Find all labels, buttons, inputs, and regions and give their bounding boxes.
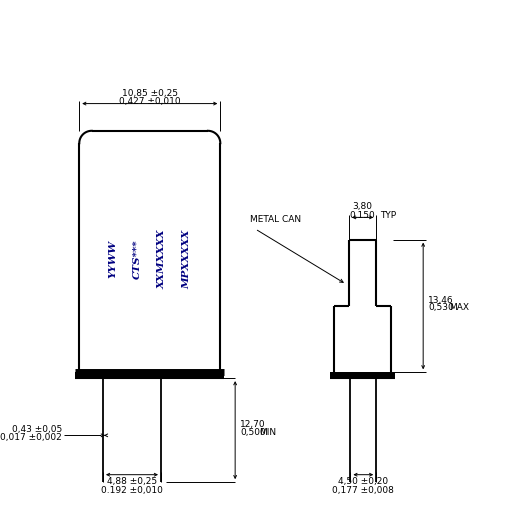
- Bar: [330, 372, 395, 378]
- Text: 4,88 ±0,25: 4,88 ±0,25: [107, 477, 157, 486]
- Text: 12,70: 12,70: [240, 420, 266, 429]
- Text: 0,150: 0,150: [350, 211, 376, 220]
- Text: 0.192 ±0,010: 0.192 ±0,010: [101, 486, 163, 495]
- Bar: [75, 372, 224, 378]
- Text: XXMXXXX: XXMXXXX: [158, 230, 167, 289]
- Text: MAX: MAX: [449, 303, 469, 313]
- Text: YYWW: YYWW: [108, 240, 117, 278]
- Text: 0,017 ±0,002: 0,017 ±0,002: [0, 433, 62, 442]
- Text: 4,50 ±0,20: 4,50 ±0,20: [338, 477, 388, 486]
- Text: 0,43 ±0,05: 0,43 ±0,05: [12, 425, 62, 434]
- Text: 0,530: 0,530: [428, 303, 454, 313]
- Text: MIN: MIN: [259, 428, 276, 437]
- Text: 10,85 ±0,25: 10,85 ±0,25: [122, 89, 178, 98]
- Text: 0,500: 0,500: [240, 428, 266, 437]
- Text: 0,427 ±0,010: 0,427 ±0,010: [119, 97, 180, 106]
- Text: 0,177 ±0,008: 0,177 ±0,008: [332, 486, 394, 495]
- Text: CTS***: CTS***: [133, 240, 142, 279]
- Text: METAL CAN: METAL CAN: [250, 215, 301, 224]
- Text: TYP: TYP: [380, 211, 396, 220]
- Text: 13,46: 13,46: [428, 296, 454, 304]
- Text: 3,80: 3,80: [352, 203, 372, 211]
- Text: MPXXXXX: MPXXXXX: [183, 230, 191, 289]
